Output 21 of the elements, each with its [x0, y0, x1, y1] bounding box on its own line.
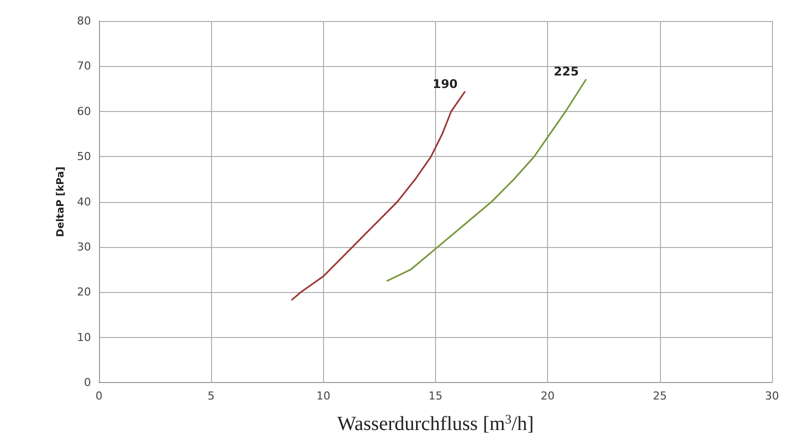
series-label: 225: [554, 64, 579, 79]
y-tick-label: 80: [77, 14, 91, 28]
y-tick-label: 70: [77, 60, 91, 73]
y-tick-label: 50: [77, 150, 91, 164]
y-tick-label: 0: [84, 376, 91, 389]
x-tick-label: 30: [765, 390, 779, 402]
x-tick-label: 25: [652, 390, 667, 402]
y-tick-label: 20: [77, 286, 91, 299]
y-tick-label: 60: [77, 104, 91, 118]
x-tick-label: 0: [96, 390, 102, 402]
y-tick-label: 10: [77, 330, 91, 344]
series-label: 190: [432, 76, 458, 91]
x-tick-label: 15: [428, 390, 442, 402]
line-series: [386, 78, 587, 282]
x-tick-label: 20: [540, 390, 555, 402]
x-tick-label: 10: [316, 390, 330, 402]
line-series: [291, 91, 466, 301]
y-axis-title: DeltaP [kPa]: [56, 166, 67, 237]
y-tick-label: 30: [77, 240, 91, 254]
y-tick-label: 40: [77, 195, 91, 208]
x-tick-label: 5: [208, 390, 215, 402]
